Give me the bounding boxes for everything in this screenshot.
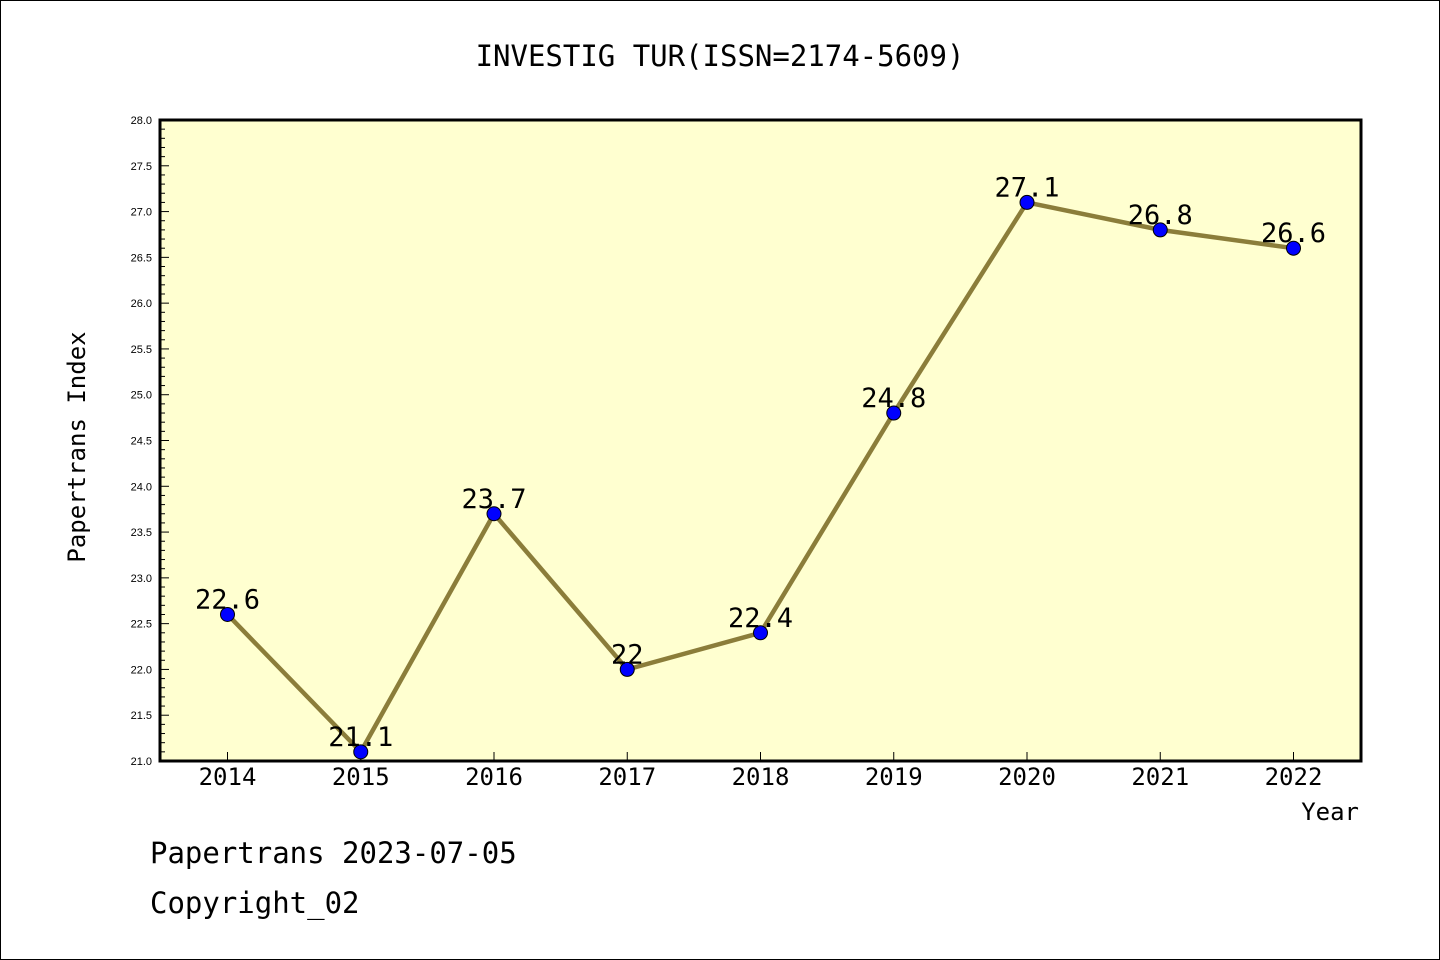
footer-date: Papertrans 2023-07-05 [150, 836, 517, 870]
y-tick-label: 22.0 [131, 664, 152, 676]
y-tick-label: 25.0 [131, 390, 152, 402]
data-label: 22.6 [195, 584, 260, 615]
data-point [486, 506, 502, 522]
data-point [1019, 194, 1035, 210]
data-label: 22 [611, 639, 644, 670]
data-point [1152, 222, 1168, 238]
y-tick-label: 23.0 [131, 573, 152, 585]
x-axis: 2014 2015 2016 2017 2018 2019 2020 2021 2022 [199, 752, 1323, 791]
data-point [1286, 240, 1301, 256]
data-label: 21.1 [328, 722, 393, 753]
y-tick-label: 24.0 [131, 481, 152, 493]
y-tick-label: 21.5 [131, 710, 152, 722]
chart-title: INVESTIG TUR(ISSN=2174-5609) [476, 39, 965, 73]
y-axis: 21.0 21.5 22.0 22.5 23.0 23.5 24.0 24.5 25.0 25.5… [131, 115, 169, 768]
x-tick-label: 2018 [732, 763, 790, 791]
data-point [353, 744, 369, 760]
y-axis-title: Papertrans Index [63, 331, 91, 562]
data-label: 26.8 [1128, 200, 1193, 231]
x-tick-label: 2021 [1131, 763, 1189, 791]
data-points [220, 194, 1301, 760]
x-tick-label: 2015 [332, 763, 390, 791]
x-tick-label: 2014 [199, 763, 257, 791]
y-tick-label: 28.0 [131, 115, 152, 127]
x-axis-title: Year [1301, 798, 1359, 826]
y-tick-label: 22.5 [131, 619, 152, 631]
data-label: 23.7 [461, 484, 526, 515]
data-point [753, 625, 768, 641]
data-point [220, 606, 235, 622]
y-tick-label: 23.5 [131, 527, 152, 539]
data-label: 27.1 [994, 172, 1059, 203]
x-tick-label: 2019 [865, 763, 923, 791]
data-point [619, 661, 635, 677]
x-tick-label: 2022 [1265, 763, 1323, 791]
y-tick-label: 27.0 [131, 207, 152, 219]
y-tick-label: 26.0 [131, 298, 152, 310]
data-labels: 22.6 21.1 23.7 22 22.4 24.8 27.1 26.8 26.6 [195, 172, 1326, 752]
y-tick-label: 21.0 [131, 756, 152, 768]
x-tick-label: 2016 [465, 763, 523, 791]
x-tick-label: 2020 [998, 763, 1056, 791]
data-label: 24.8 [861, 383, 926, 414]
x-tick-label: 2017 [598, 763, 656, 791]
data-label: 22.4 [728, 603, 793, 634]
y-tick-label: 26.5 [131, 252, 152, 264]
data-point [886, 405, 902, 421]
y-tick-label: 25.5 [131, 344, 152, 356]
y-tick-label: 27.5 [131, 161, 152, 173]
footer-copyright: Copyright_02 [150, 886, 360, 920]
data-label: 26.6 [1261, 218, 1326, 249]
y-tick-label: 24.5 [131, 436, 152, 448]
